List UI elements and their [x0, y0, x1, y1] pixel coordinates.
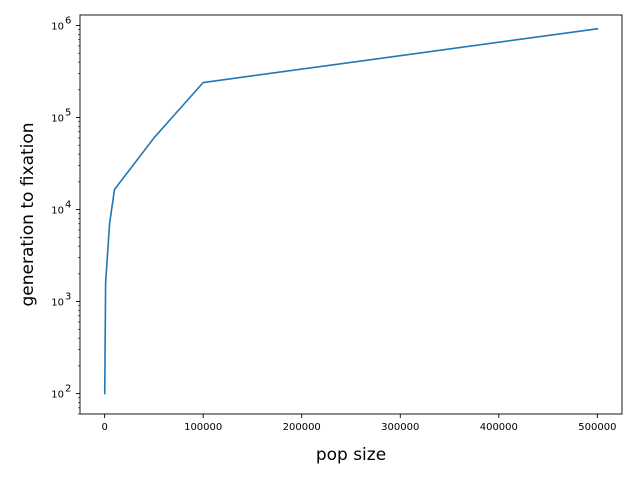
y-tick-label: 10 — [51, 298, 64, 309]
y-tick-exponent: 3 — [65, 292, 71, 303]
plot-area — [103, 27, 599, 395]
y-tick-exponent: 2 — [65, 384, 71, 395]
y-tick-exponent: 5 — [65, 108, 71, 119]
x-tick-label: 0 — [101, 422, 107, 433]
y-axis-label: generation to fixation — [18, 122, 38, 306]
axes: 0 100000 200000 300000 400000 500000102103104… — [51, 14, 623, 433]
y-tick-label: 10 — [51, 390, 64, 401]
y-tick-label: 10 — [51, 114, 64, 125]
y-tick-exponent: 4 — [65, 200, 71, 211]
series-line-0 — [103, 27, 599, 395]
axes-frame — [79, 14, 623, 415]
x-tick-label: 300000 — [381, 422, 419, 433]
y-tick-label: 10 — [51, 21, 64, 32]
x-axis-label: pop size — [316, 445, 386, 465]
x-tick-label: 400000 — [480, 422, 518, 433]
y-tick-label: 10 — [51, 206, 64, 217]
x-tick-label: 500000 — [578, 422, 616, 433]
x-tick-label: 200000 — [283, 422, 321, 433]
x-tick-label: 100000 — [184, 422, 222, 433]
y-tick-exponent: 6 — [65, 15, 71, 26]
